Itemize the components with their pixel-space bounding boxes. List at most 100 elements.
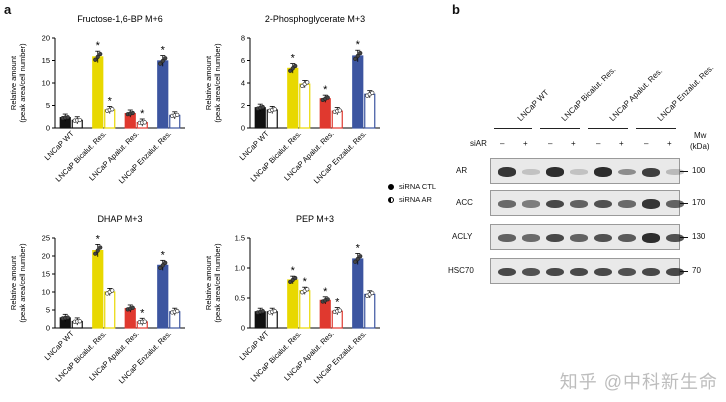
legend-dot-solid [388,183,394,190]
panel-a-label: a [4,2,12,17]
data-point [325,297,330,302]
blot-band [522,169,540,175]
siar-sign: – [596,139,601,148]
legend-label: siRNA CTL [399,182,437,191]
y-tick-label: 8 [241,34,245,43]
significance-star: * [323,286,328,298]
y-axis-label: Relative amount(peak area/cell number) [204,43,222,123]
chart-pep: PEP M+3 Relative amount(peak area/cell nu… [204,214,380,385]
data-point [358,51,363,56]
siar-sign: – [644,139,649,148]
y-axis-label-line: (peak area/cell number) [213,43,222,123]
y-tick-label: 0 [241,124,245,133]
blot-band [570,234,588,242]
blot-band [642,167,660,177]
legend-label: siRNA AR [399,195,432,204]
siar-sign: + [667,139,672,148]
legend-item-ctl: siRNA CTL [388,180,436,193]
bar [299,83,311,129]
data-point [355,53,360,59]
y-tick-label: 0 [46,324,50,333]
siar-sign: + [619,139,624,148]
chart-dhap: DHAP M+3 Relative amount(peak area/cell n… [9,214,185,385]
blot-band [618,168,636,176]
data-point [272,309,277,314]
data-point [93,57,98,62]
blot-band [642,267,660,277]
data-point [65,315,70,320]
blot-strip [490,190,684,216]
legend-dot-half [388,196,394,203]
data-point [175,309,180,314]
lane-group-line [588,128,628,129]
data-point [163,56,168,61]
data-point [95,248,100,253]
data-point [355,256,360,262]
blot-band [594,267,612,277]
chart-title: 2-Phosphoglycerate M+3 [265,14,365,24]
data-point [337,308,342,313]
blot-band [570,267,588,277]
y-tick-label: 10 [42,288,50,297]
blot-row-label: HSC70 [448,266,474,275]
data-point [95,54,100,60]
lane-group-line [494,128,532,129]
blot-band [498,200,516,208]
y-tick-label: 15 [42,56,50,65]
data-point [130,110,135,116]
data-point [305,80,310,85]
western-blot-panel: LNCaP WT LNCaP Bicalut. Res. LNCaP Apalu… [448,0,726,402]
data-point [160,58,165,64]
y-axis-label-line: (peak area/cell number) [18,43,27,123]
y-tick-label: 4 [241,79,245,88]
blot-band [546,167,564,177]
significance-star: * [140,108,145,120]
mw-tick [680,171,688,172]
data-point [293,275,298,281]
blot-band [498,267,516,277]
blot-strip [490,158,684,184]
blot-band [666,169,684,175]
y-tick-label: 5 [46,306,50,315]
data-point [260,309,265,314]
data-point [142,120,147,125]
data-point [65,115,70,120]
blot-band [618,267,636,277]
legend-item-ar: siRNA AR [388,193,436,206]
blot-band [618,200,636,208]
data-point [160,263,165,268]
y-axis-label: Relative amount(peak area/cell number) [9,243,27,323]
y-axis-label-line: Relative amount [204,55,213,110]
chart-fructose-bisphosphate: Fructose-1,6-BP M+6 Relative amount(peak … [9,14,185,185]
y-tick-label: 6 [241,56,245,65]
siar-sign: + [523,139,528,148]
y-axis-label-line: Relative amount [9,55,18,110]
blot-band [570,169,588,175]
y-axis-label: Relative amount(peak area/cell number) [9,43,27,123]
y-axis-label-line: (peak area/cell number) [18,243,27,323]
blot-strip [490,258,684,284]
bar [157,264,169,329]
y-tick-label: 20 [42,34,50,43]
blot-band [666,267,684,277]
blot-strip [490,224,684,250]
blot-band [546,233,564,243]
y-tick-label: 0 [241,324,245,333]
mw-header: Mw [694,131,707,140]
bar [352,258,364,329]
blot-band [642,199,660,209]
bar [364,293,376,329]
category-label: LNCaP WT [43,329,76,362]
data-point [353,259,358,264]
data-point [98,245,103,250]
chart-title: DHAP M+3 [97,214,142,224]
bar [104,291,116,329]
data-point [337,108,342,113]
y-tick-label: 0 [46,124,50,133]
blot-band [522,234,540,242]
data-point [175,112,180,117]
bar [319,299,331,329]
y-tick-label: 5 [46,101,50,110]
blot-lane-label: LNCaP WT [515,88,551,123]
data-point [370,90,375,95]
